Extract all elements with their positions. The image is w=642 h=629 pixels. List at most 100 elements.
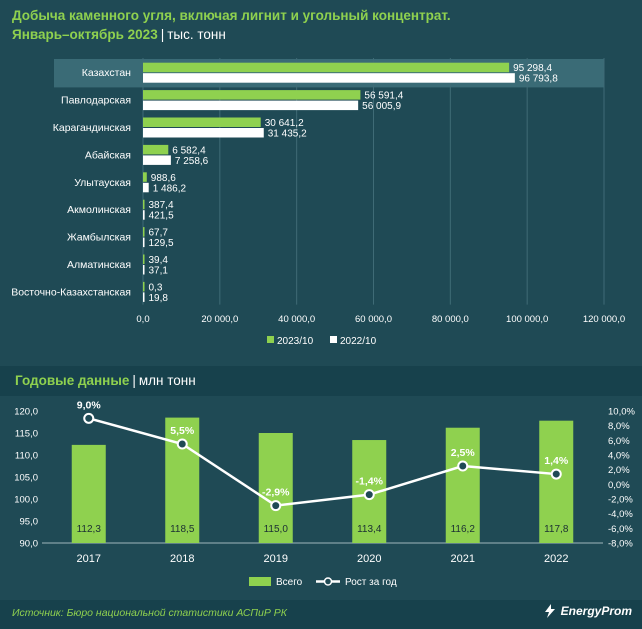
left-tick-label: 120,0 bbox=[14, 407, 38, 418]
growth-point bbox=[457, 460, 469, 472]
category-label: Казахстан bbox=[82, 67, 131, 79]
x-category-label: 2021 bbox=[451, 553, 475, 565]
legend-swatch-2022 bbox=[330, 336, 337, 343]
annual-bar-label: 115,0 bbox=[264, 524, 289, 535]
x-tick-label: 20 000,0 bbox=[201, 314, 238, 325]
category-label: Восточно-Казахстанская bbox=[11, 286, 131, 298]
data-label-2023: 95 298,4 bbox=[513, 63, 552, 74]
bar-2023 bbox=[143, 62, 510, 73]
data-label-2022: 421,5 bbox=[149, 211, 174, 222]
legend-marker-growth bbox=[323, 577, 333, 586]
x-category-label: 2022 bbox=[544, 553, 568, 565]
x-tick-label: 80 000,0 bbox=[432, 314, 469, 325]
data-label-2022: 56 005,9 bbox=[362, 101, 401, 112]
title-unit: тыс. тонн bbox=[167, 27, 226, 42]
bar-2022 bbox=[143, 73, 515, 83]
right-tick-label: -6,0% bbox=[608, 524, 633, 535]
brand-name: EnergyProm bbox=[560, 604, 632, 618]
growth-point bbox=[176, 438, 188, 450]
right-tick-label: -2,0% bbox=[608, 495, 633, 506]
footer-band bbox=[0, 600, 642, 629]
x-category-label: 2017 bbox=[77, 553, 101, 565]
regional-bar-chart: 0,0 20 000,0 40 000,0 60 000,0 80 000,0 100 0… bbox=[11, 58, 625, 347]
annual-bar bbox=[539, 420, 574, 543]
x-category-label: 2018 bbox=[170, 553, 194, 565]
bar-2023 bbox=[143, 144, 169, 155]
annual-combo-chart: 90,0 95,0 100,0 105,0 110,0 115,0 120,0 10,0% 8,… bbox=[14, 399, 635, 588]
legend-label-growth: Рост за год bbox=[345, 577, 397, 588]
left-tick-label: 90,0 bbox=[20, 539, 39, 550]
bar-2023 bbox=[143, 117, 261, 127]
right-tick-label: 10,0% bbox=[608, 407, 635, 418]
data-label-2023: 0,3 bbox=[149, 282, 163, 293]
left-tick-label: 95,0 bbox=[20, 517, 39, 528]
data-label-2022: 31 435,2 bbox=[268, 129, 307, 140]
annual-title: Годовые данные | млн тонн bbox=[15, 373, 196, 388]
energyprom-logo-icon bbox=[544, 604, 555, 618]
growth-point bbox=[270, 500, 282, 512]
annual-header-band bbox=[0, 366, 642, 396]
bar-2022 bbox=[143, 237, 145, 248]
bar-2022 bbox=[143, 292, 145, 302]
legend-swatch-2023 bbox=[267, 336, 274, 343]
growth-label: -2,9% bbox=[262, 487, 290, 499]
legend-label-total: Всего bbox=[276, 577, 303, 588]
left-tick-label: 100,0 bbox=[14, 495, 38, 506]
data-label-2023: 387,4 bbox=[149, 200, 174, 211]
title-period: Январь–октябрь 2023 bbox=[12, 27, 158, 42]
growth-label: 1,4% bbox=[544, 455, 569, 467]
data-label-2022: 37,1 bbox=[149, 266, 169, 277]
x-category-label: 2019 bbox=[264, 553, 288, 565]
x-tick-label: 100 000,0 bbox=[506, 314, 548, 325]
right-tick-label: 6,0% bbox=[608, 436, 630, 447]
bar-2023 bbox=[143, 254, 145, 264]
annual-bar bbox=[258, 433, 293, 543]
data-label-2022: 96 793,8 bbox=[519, 74, 558, 85]
x-tick-label: 0,0 bbox=[136, 314, 149, 325]
x-category-label: 2020 bbox=[357, 553, 381, 565]
bar-2022 bbox=[143, 210, 145, 220]
bar-2023 bbox=[143, 199, 145, 210]
data-label-2023: 30 641,2 bbox=[265, 118, 304, 129]
category-label: Карагандинская bbox=[53, 122, 131, 134]
legend-label-2023: 2023/10 bbox=[277, 336, 314, 347]
title-separator: | bbox=[160, 27, 165, 42]
right-tick-label: 8,0% bbox=[608, 421, 630, 432]
legend-label-2022: 2022/10 bbox=[340, 336, 377, 347]
title-line-2: Январь–октябрь 2023 | тыс. тонн bbox=[12, 25, 451, 44]
bar-2022 bbox=[143, 265, 145, 275]
annual-unit: млн тонн bbox=[138, 373, 196, 388]
brand-logo: EnergyProm bbox=[543, 604, 632, 618]
left-tick-label: 105,0 bbox=[14, 473, 38, 484]
bar-2023 bbox=[143, 281, 145, 292]
annual-bar-label: 116,2 bbox=[451, 524, 476, 535]
x-tick-label: 60 000,0 bbox=[355, 314, 392, 325]
annual-bar bbox=[445, 427, 480, 543]
x-tick-label: 40 000,0 bbox=[278, 314, 315, 325]
category-label: Абайская bbox=[85, 149, 131, 161]
growth-line bbox=[88, 417, 557, 507]
growth-label: 9,0% bbox=[77, 399, 102, 411]
annual-title-text: Годовые данные bbox=[15, 373, 130, 388]
category-label: Жамбылская bbox=[67, 232, 131, 244]
title-line-1: Добыча каменного угля, включая лигнит и … bbox=[12, 8, 451, 23]
growth-point bbox=[83, 412, 95, 424]
bar-2022 bbox=[143, 182, 149, 193]
growth-label: 2,5% bbox=[451, 447, 476, 459]
data-label-2023: 6 582,4 bbox=[172, 145, 206, 156]
data-label-2022: 19,8 bbox=[149, 293, 169, 304]
category-label: Акмолинская bbox=[67, 204, 131, 216]
annual-title-separator: | bbox=[132, 373, 136, 388]
data-label-2023: 67,7 bbox=[149, 228, 169, 239]
legend-swatch-total bbox=[249, 577, 271, 586]
growth-point bbox=[363, 489, 375, 501]
right-tick-label: -4,0% bbox=[608, 509, 633, 520]
annual-bar-label: 117,8 bbox=[544, 524, 569, 535]
bar-2023 bbox=[143, 227, 145, 237]
bar-2023 bbox=[143, 90, 361, 100]
growth-label: 5,5% bbox=[170, 425, 195, 437]
data-label-2022: 129,5 bbox=[149, 238, 174, 249]
chart-title: Добыча каменного угля, включая лигнит и … bbox=[12, 6, 451, 44]
category-label: Павлодарская bbox=[61, 95, 131, 107]
data-label-2023: 988,6 bbox=[151, 173, 176, 184]
